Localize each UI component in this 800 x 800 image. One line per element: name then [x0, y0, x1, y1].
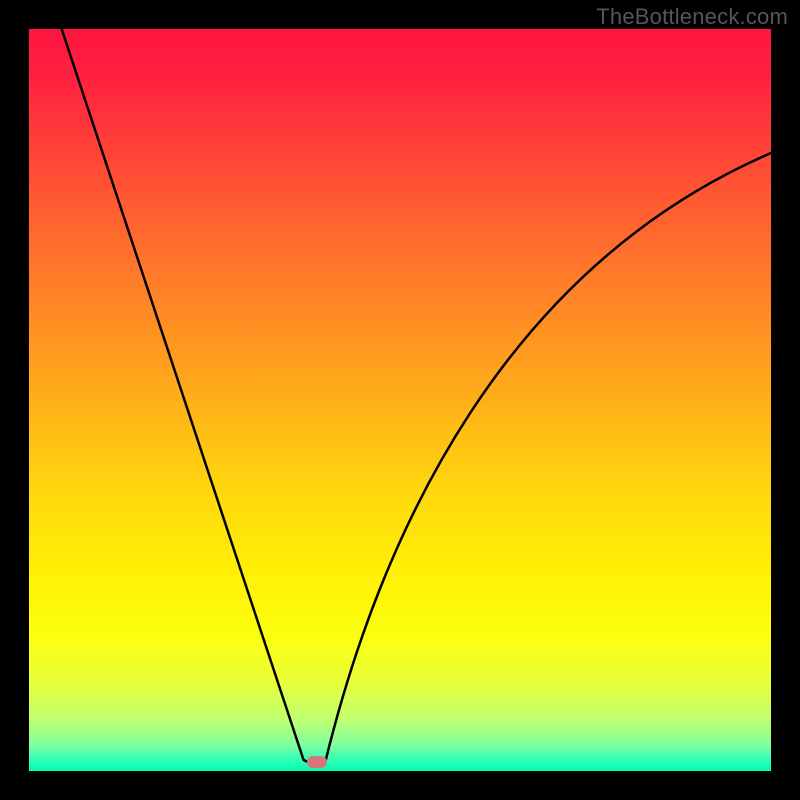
- plot-area: [29, 29, 771, 771]
- watermark-text: TheBottleneck.com: [596, 4, 788, 30]
- vertex-marker: [307, 756, 327, 768]
- plot-wrap: [29, 29, 771, 771]
- figure-outer: TheBottleneck.com: [0, 0, 800, 800]
- v-curve: [62, 29, 771, 763]
- curve-svg: [29, 29, 771, 771]
